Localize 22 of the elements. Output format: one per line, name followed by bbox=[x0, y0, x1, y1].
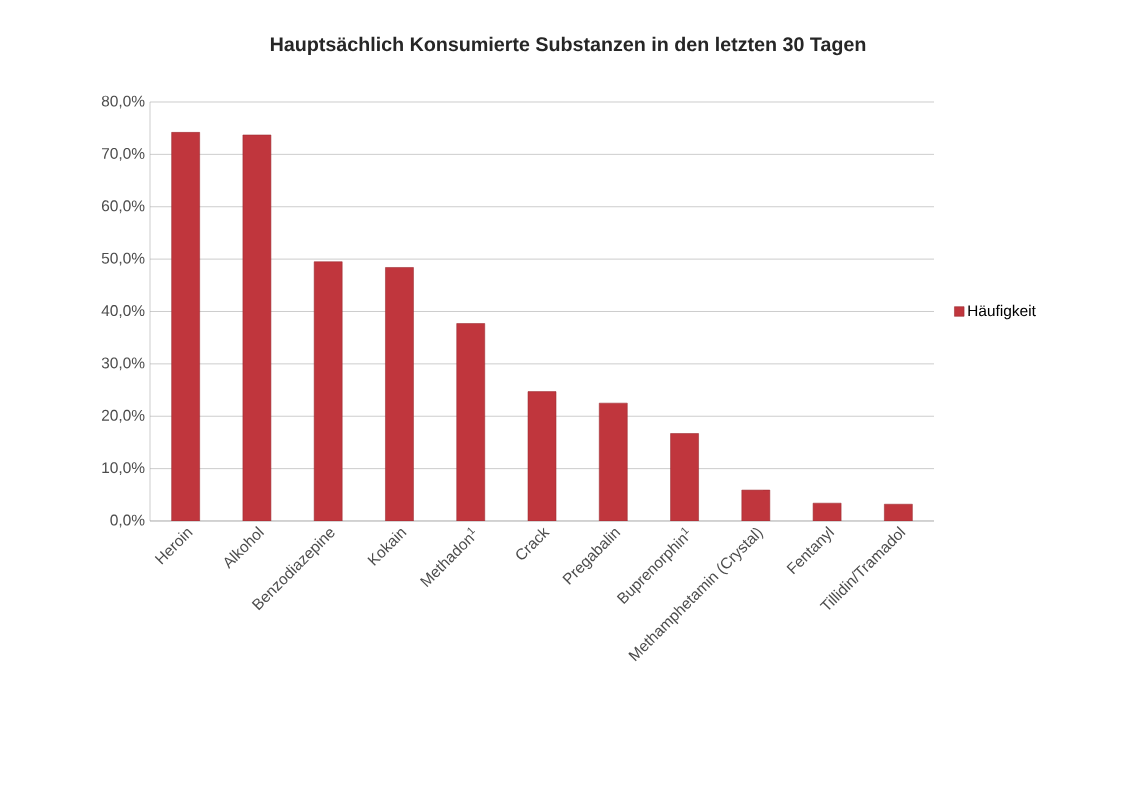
bar bbox=[456, 323, 486, 521]
y-tick-label: 30,0% bbox=[101, 357, 145, 371]
bar bbox=[527, 391, 557, 521]
bar bbox=[599, 402, 628, 521]
y-tick-label: 70,0% bbox=[101, 148, 145, 161]
y-tick-label: 20,0% bbox=[101, 409, 145, 423]
bar bbox=[670, 433, 699, 521]
y-tick-label: 80,0% bbox=[101, 95, 145, 109]
y-tick-label: 50,0% bbox=[101, 252, 145, 266]
bar bbox=[313, 261, 343, 521]
y-tick-label: 0,0% bbox=[110, 514, 145, 528]
legend-label: Häufigkeit bbox=[968, 304, 1036, 320]
y-tick-label: 40,0% bbox=[101, 305, 145, 318]
chart-title: Hauptsächlich Konsumierte Substanzen in den letzten 30 Tagen bbox=[270, 36, 866, 56]
bar bbox=[884, 503, 913, 521]
y-tick-label: 60,0% bbox=[101, 200, 145, 214]
bar bbox=[741, 489, 771, 521]
bar bbox=[242, 134, 272, 521]
bar bbox=[812, 502, 842, 521]
bar bbox=[385, 267, 414, 521]
bar bbox=[171, 132, 200, 521]
y-tick-label: 10,0% bbox=[102, 462, 145, 476]
